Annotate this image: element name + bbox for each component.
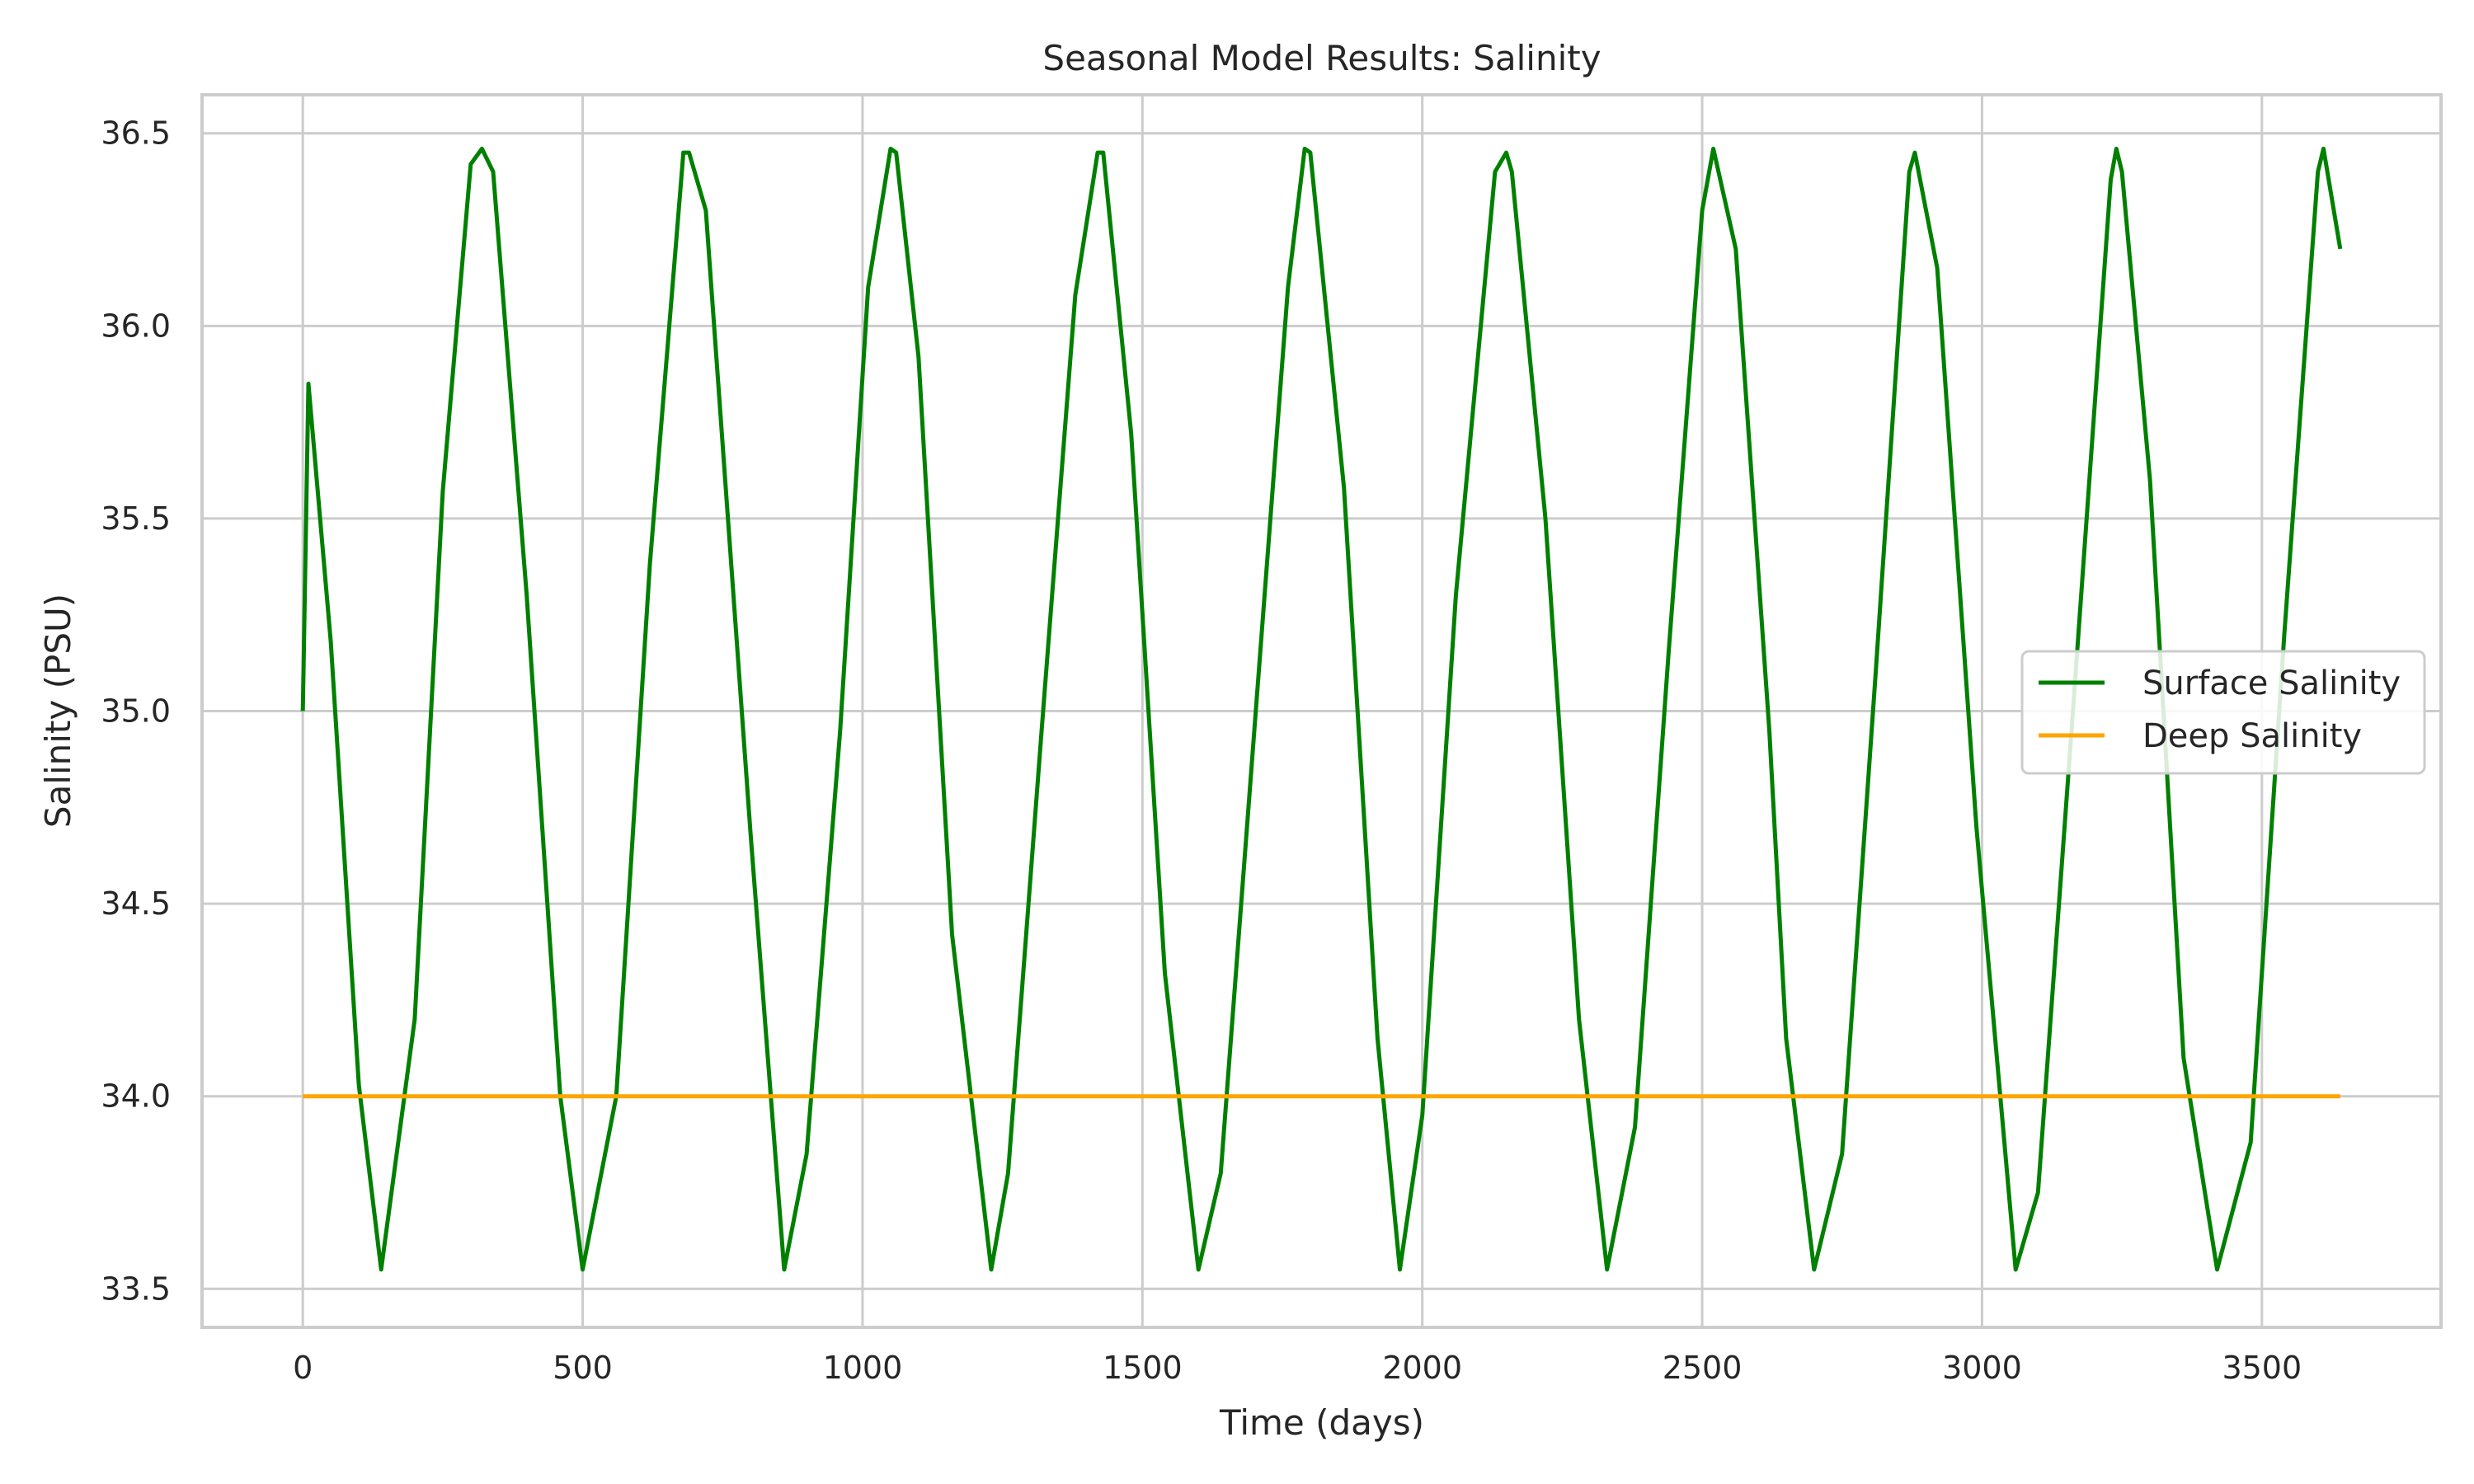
x-tick-label: 3500 — [2222, 1350, 2302, 1386]
y-tick-label: 34.5 — [101, 885, 171, 922]
y-tick-label: 36.5 — [101, 115, 171, 152]
legend-label-deep-salinity: Deep Salinity — [2142, 717, 2362, 755]
x-axis-label: Time (days) — [1219, 1402, 1424, 1443]
plot-layer — [300, 146, 2343, 1272]
x-tick-label: 2500 — [1663, 1350, 1743, 1386]
x-tick-label: 0 — [293, 1350, 313, 1386]
tick-layer: 0 500 1000 1500 2000 2500 3000 3500 33.5 34.0 34.5… — [101, 115, 2302, 1386]
legend-label-surface-salinity: Surface Salinity — [2142, 665, 2401, 702]
y-tick-label: 35.5 — [101, 500, 171, 537]
y-axis-label: Salinity (PSU) — [38, 594, 78, 828]
x-tick-label: 2000 — [1382, 1350, 1462, 1386]
legend-box — [2020, 650, 2426, 775]
x-tick-label: 3000 — [1942, 1350, 2022, 1386]
y-tick-label: 35.0 — [101, 693, 171, 730]
plot-frame — [200, 93, 2443, 1329]
legend: Surface Salinity Deep Salinity — [2020, 650, 2426, 775]
series-line-surface-salinity — [300, 146, 2343, 1272]
y-tick-label: 34.0 — [101, 1078, 171, 1115]
x-tick-label: 1000 — [823, 1350, 903, 1386]
x-tick-label: 1500 — [1103, 1350, 1183, 1386]
x-tick-label: 500 — [553, 1350, 613, 1386]
chart-title: Seasonal Model Results: Salinity — [1042, 38, 1601, 78]
y-tick-label: 33.5 — [101, 1270, 171, 1307]
y-tick-label: 36.0 — [101, 308, 171, 344]
